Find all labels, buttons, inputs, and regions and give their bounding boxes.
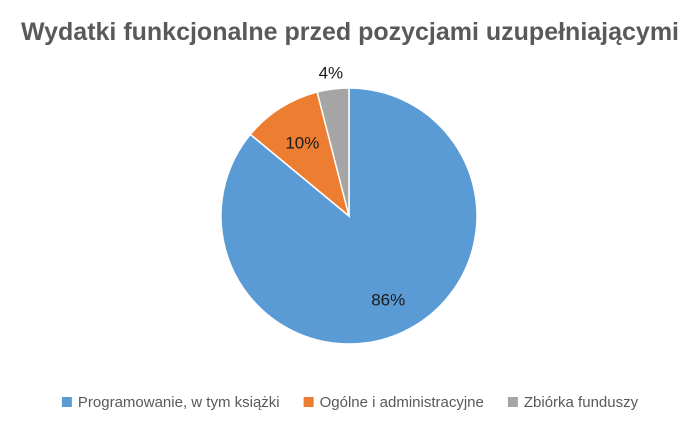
legend-label-ogolne-i-administracyjne: Ogólne i administracyjne xyxy=(320,394,484,411)
data-label-programowanie-w-tym-ksiazki: 86% xyxy=(371,290,405,309)
pie-slices xyxy=(220,87,478,345)
pie-slice-ogolne-i-administracyjne xyxy=(249,91,351,219)
chart-title: Wydatki funkcjonalne przed pozycjami uzu… xyxy=(21,18,679,46)
legend-swatch-ogolne-i-administracyjne xyxy=(303,397,314,407)
data-label-ogolne-i-administracyjne: 10% xyxy=(285,134,319,153)
data-label-zbiorka-funduszy: 4% xyxy=(319,64,344,83)
legend-swatch-zbiorka-funduszy xyxy=(507,397,518,407)
pie-slice-zbiorka-funduszy xyxy=(316,87,350,217)
legend-label-zbiorka-funduszy: Zbiórka funduszy xyxy=(524,394,639,411)
legend-label-programowanie-w-tym-ksiazki: Programowanie, w tym książki xyxy=(78,394,280,411)
legend: Programowanie, w tym książki Ogólne i adm… xyxy=(61,394,639,411)
legend-swatch-programowanie-w-tym-ksiazki xyxy=(61,397,72,407)
data-labels: 86% 10% 4% xyxy=(285,64,405,310)
